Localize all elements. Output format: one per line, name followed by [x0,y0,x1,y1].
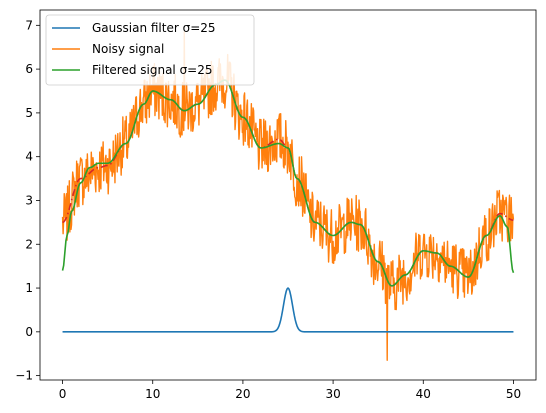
legend-label-noisy: Noisy signal [92,42,164,56]
x-tick-label: 20 [235,387,250,401]
y-tick-label: 2 [25,237,33,251]
y-tick-label: 6 [25,62,33,76]
series-noisy-signal [61,31,515,361]
plot-area [61,31,515,361]
y-tick-label: 4 [25,150,33,164]
y-tick-label: 3 [25,193,33,207]
legend-label-gaussian: Gaussian filter σ=25 [92,21,216,35]
y-tick-label: 5 [25,106,33,120]
x-tick-label: 30 [325,387,340,401]
x-tick-label: 10 [145,387,160,401]
y-tick-label: 7 [25,18,33,32]
legend-label-filtered: Filtered signal σ=25 [92,63,213,77]
y-tick-label: 1 [25,281,33,295]
legend-box [45,14,255,86]
y-tick-label: −1 [15,369,33,383]
x-tick-label: 0 [59,387,67,401]
series-filtered-signal [61,79,515,287]
axes-frame [39,9,537,381]
x-axis: 0 10 20 30 40 50 [59,380,521,401]
x-tick-label: 50 [506,387,521,401]
y-axis: −1 0 1 2 3 4 5 6 7 [15,18,40,383]
y-tick-label: 0 [25,325,33,339]
series-gaussian-filter [62,286,514,333]
legend: Gaussian filter σ=25 Noisy signal Filter… [45,14,255,86]
x-tick-label: 40 [416,387,431,401]
